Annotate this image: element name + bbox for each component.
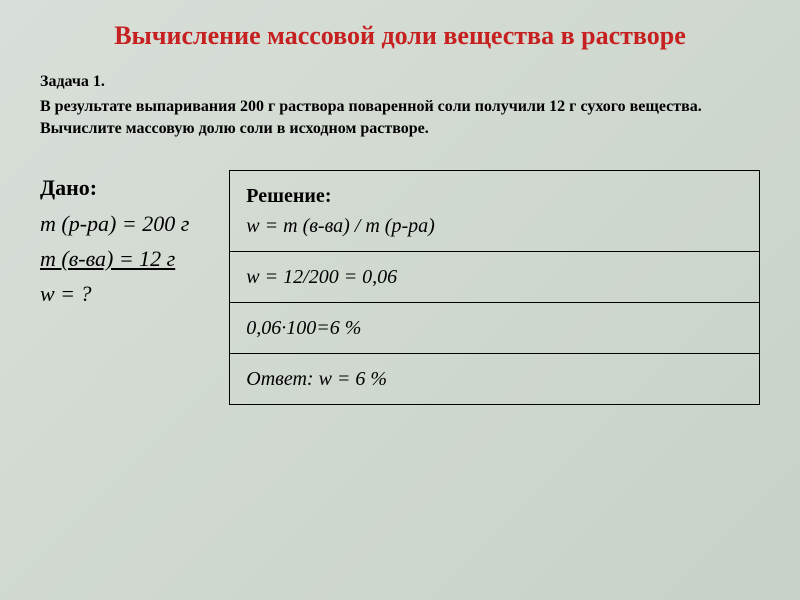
problem-text: В результате выпаривания 200 г раствора … <box>40 96 760 141</box>
content-area: Дано: m (р-ра) = 200 г m (в-ва) = 12 г w… <box>40 170 760 405</box>
problem-label: Задача 1. <box>40 71 760 93</box>
given-line-1: m (р-ра) = 200 г <box>40 206 189 241</box>
solution-answer: Ответ: w = 6 % <box>230 354 760 405</box>
given-line-2: m (в-ва) = 12 г <box>40 241 189 276</box>
solution-calc-2: 0,06·100=6 % <box>230 303 760 354</box>
solution-header: Решение: <box>246 185 331 207</box>
solution-table: Решение: w = m (в-ва) / m (р-ра) w = 12/… <box>229 170 760 405</box>
solution-cell-1: Решение: w = m (в-ва) / m (р-ра) <box>230 171 760 252</box>
slide-title: Вычисление массовой доли вещества в раст… <box>40 20 760 51</box>
problem-statement: Задача 1. В результате выпаривания 200 г… <box>40 71 760 140</box>
given-section: Дано: m (р-ра) = 200 г m (в-ва) = 12 г w… <box>40 170 189 311</box>
solution-formula: w = m (в-ва) / m (р-ра) <box>246 215 434 237</box>
given-line-3: w = ? <box>40 276 189 311</box>
solution-calc-1: w = 12/200 = 0,06 <box>230 252 760 303</box>
given-header: Дано: <box>40 170 189 205</box>
